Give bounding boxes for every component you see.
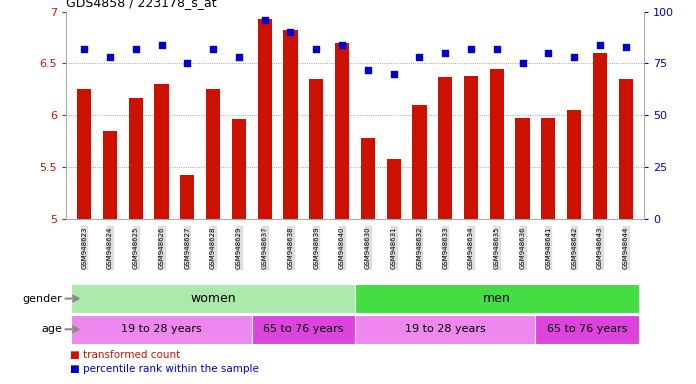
Bar (541, 118, 555, 219)
Bar (283, 30, 298, 219)
Bar (355, 315, 535, 344)
Point (569, 54, 580, 60)
Bar (309, 79, 324, 219)
Bar (232, 119, 246, 219)
Bar (438, 77, 452, 219)
Bar (258, 19, 272, 219)
Text: 65 to 76 years: 65 to 76 years (547, 324, 627, 334)
Point (310, 46, 322, 52)
Bar (155, 84, 168, 219)
Point (233, 54, 244, 60)
Point (207, 46, 219, 52)
Point (259, 17, 270, 23)
Text: GDS4858 / 223178_s_at: GDS4858 / 223178_s_at (66, 0, 216, 9)
Text: 19 to 28 years: 19 to 28 years (405, 324, 486, 334)
Point (363, 66, 374, 73)
Text: women: women (190, 292, 236, 305)
Bar (335, 43, 349, 219)
Bar (71, 284, 355, 313)
Point (79, 46, 90, 52)
Bar (180, 175, 194, 219)
Bar (464, 76, 478, 219)
Bar (516, 118, 530, 219)
Bar (412, 105, 427, 219)
Text: gender: gender (22, 293, 62, 304)
Point (594, 41, 606, 48)
Bar (206, 89, 220, 219)
Bar (593, 53, 607, 219)
Bar (252, 315, 355, 344)
Bar (103, 131, 117, 219)
Text: age: age (41, 324, 62, 334)
Point (285, 29, 296, 35)
Bar (535, 315, 639, 344)
Text: ■ percentile rank within the sample: ■ percentile rank within the sample (70, 364, 258, 374)
Text: men: men (483, 292, 511, 305)
Point (440, 50, 451, 56)
Point (336, 41, 347, 48)
Text: 65 to 76 years: 65 to 76 years (263, 324, 344, 334)
Bar (129, 98, 143, 219)
Bar (77, 89, 91, 219)
Bar (490, 68, 504, 219)
Text: ■ transformed count: ■ transformed count (70, 350, 180, 360)
Bar (71, 315, 252, 344)
Point (517, 60, 528, 66)
Point (491, 46, 503, 52)
Point (156, 41, 167, 48)
Bar (361, 138, 375, 219)
Bar (355, 284, 639, 313)
Point (388, 71, 400, 77)
Text: 19 to 28 years: 19 to 28 years (121, 324, 202, 334)
Bar (386, 159, 401, 219)
Point (466, 46, 477, 52)
Point (620, 44, 631, 50)
Bar (567, 110, 581, 219)
Point (543, 50, 554, 56)
Point (414, 54, 425, 60)
Point (104, 54, 116, 60)
Point (182, 60, 193, 66)
Bar (619, 79, 633, 219)
Point (130, 46, 141, 52)
